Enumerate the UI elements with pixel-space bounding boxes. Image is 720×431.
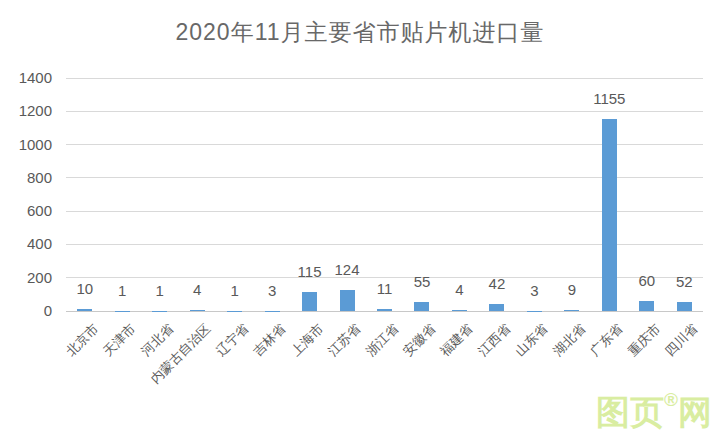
data-label: 1155 xyxy=(579,90,639,107)
y-axis-tick-label: 800 xyxy=(0,170,52,186)
chart-canvas: 2020年11月主要省市贴片机进口量 101141311512411554423… xyxy=(0,0,720,431)
watermark-text-left: 图页 xyxy=(596,393,664,431)
x-axis-tick-label: 安徽省 xyxy=(399,320,439,360)
chart-title: 2020年11月主要省市贴片机进口量 xyxy=(0,17,720,48)
x-axis-tick-label: 江苏省 xyxy=(324,320,364,360)
bar-福建省 xyxy=(452,310,467,311)
bar-湖北省 xyxy=(564,310,579,311)
x-axis-tick-label: 湖北省 xyxy=(549,320,589,360)
x-axis-tick-label: 辽宁省 xyxy=(212,320,252,360)
x-axis-tick-label: 重庆市 xyxy=(624,320,664,360)
bar-四川省 xyxy=(677,302,692,311)
bar-重庆市 xyxy=(639,301,654,311)
watermark-text-right: 网 xyxy=(678,393,712,431)
data-label: 9 xyxy=(542,281,602,298)
gridline xyxy=(66,78,703,79)
y-axis-tick-label: 200 xyxy=(0,270,52,286)
x-axis-tick-label: 广东省 xyxy=(587,320,627,360)
x-axis-tick-label: 浙江省 xyxy=(362,320,402,360)
bar-上海市 xyxy=(302,292,317,311)
plot-area: 101141311512411554423911556052 xyxy=(66,78,703,311)
bar-安徽省 xyxy=(414,302,429,311)
data-label: 3 xyxy=(242,282,302,299)
y-axis-tick-label: 400 xyxy=(0,236,52,252)
gridline xyxy=(66,111,703,112)
watermark-logo: 图页®网 xyxy=(596,390,712,429)
x-axis-tick-label: 山东省 xyxy=(512,320,552,360)
y-axis-tick-label: 1000 xyxy=(0,137,52,153)
y-axis-tick-label: 1200 xyxy=(0,103,52,119)
y-axis-tick-label: 0 xyxy=(0,303,52,319)
x-axis-tick-label: 北京市 xyxy=(62,320,102,360)
bar-江苏省 xyxy=(340,290,355,311)
x-axis-tick-label: 四川省 xyxy=(662,320,702,360)
x-axis-tick-label: 江西省 xyxy=(474,320,514,360)
x-axis-tick-label: 上海市 xyxy=(287,320,327,360)
y-axis-tick-label: 1400 xyxy=(0,70,52,86)
bar-江西省 xyxy=(489,304,504,311)
bar-内蒙古自治区 xyxy=(190,310,205,311)
bar-北京市 xyxy=(77,309,92,311)
y-axis-tick-label: 600 xyxy=(0,203,52,219)
x-axis-tick-label: 天津市 xyxy=(100,320,140,360)
bar-广东省 xyxy=(602,119,617,311)
registered-trademark-icon: ® xyxy=(664,389,678,410)
x-axis-tick-label: 吉林省 xyxy=(250,320,290,360)
data-label: 52 xyxy=(654,273,714,290)
x-axis-tick-label: 福建省 xyxy=(437,320,477,360)
bar-浙江省 xyxy=(377,309,392,311)
data-label: 124 xyxy=(317,261,377,278)
